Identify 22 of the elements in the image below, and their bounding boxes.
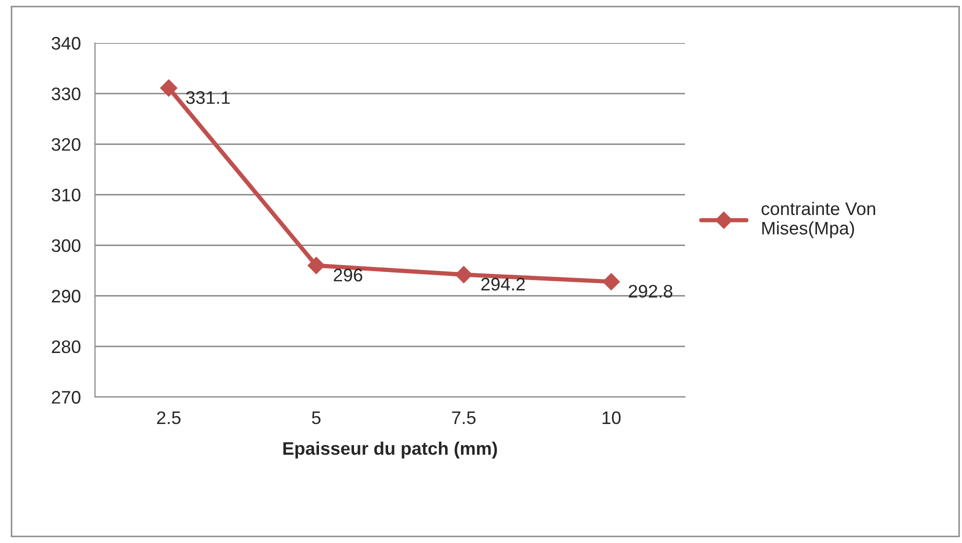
y-tick-label: 320: [52, 138, 80, 151]
y-tick-label: 330: [52, 88, 80, 100]
data-label: 294.2: [481, 278, 525, 291]
data-label: 296: [334, 268, 362, 282]
y-tick-label: 270: [52, 390, 80, 404]
y-tick-label: 310: [52, 188, 80, 202]
y-tick-label: 280: [52, 340, 80, 354]
x-tick-label: 2.5: [157, 411, 181, 424]
x-axis-title: Epaisseur du patch (mm): [283, 442, 497, 458]
point: [308, 256, 325, 274]
y-tick-label: 340: [52, 36, 80, 50]
point: [602, 273, 620, 290]
x-tick-label: 7.5: [452, 412, 476, 424]
legend-label: contrainte Von Mises(Mpa): [762, 202, 876, 238]
data-label: 292.8: [628, 284, 672, 298]
x-tick-label: 5: [312, 412, 321, 424]
point: [455, 266, 472, 284]
y-tick-label: 300: [52, 239, 80, 252]
point: [160, 79, 178, 97]
x-tick-label: 10: [602, 411, 621, 424]
data-label: 331.1: [186, 91, 230, 104]
y-tick-label: 290: [52, 290, 80, 303]
